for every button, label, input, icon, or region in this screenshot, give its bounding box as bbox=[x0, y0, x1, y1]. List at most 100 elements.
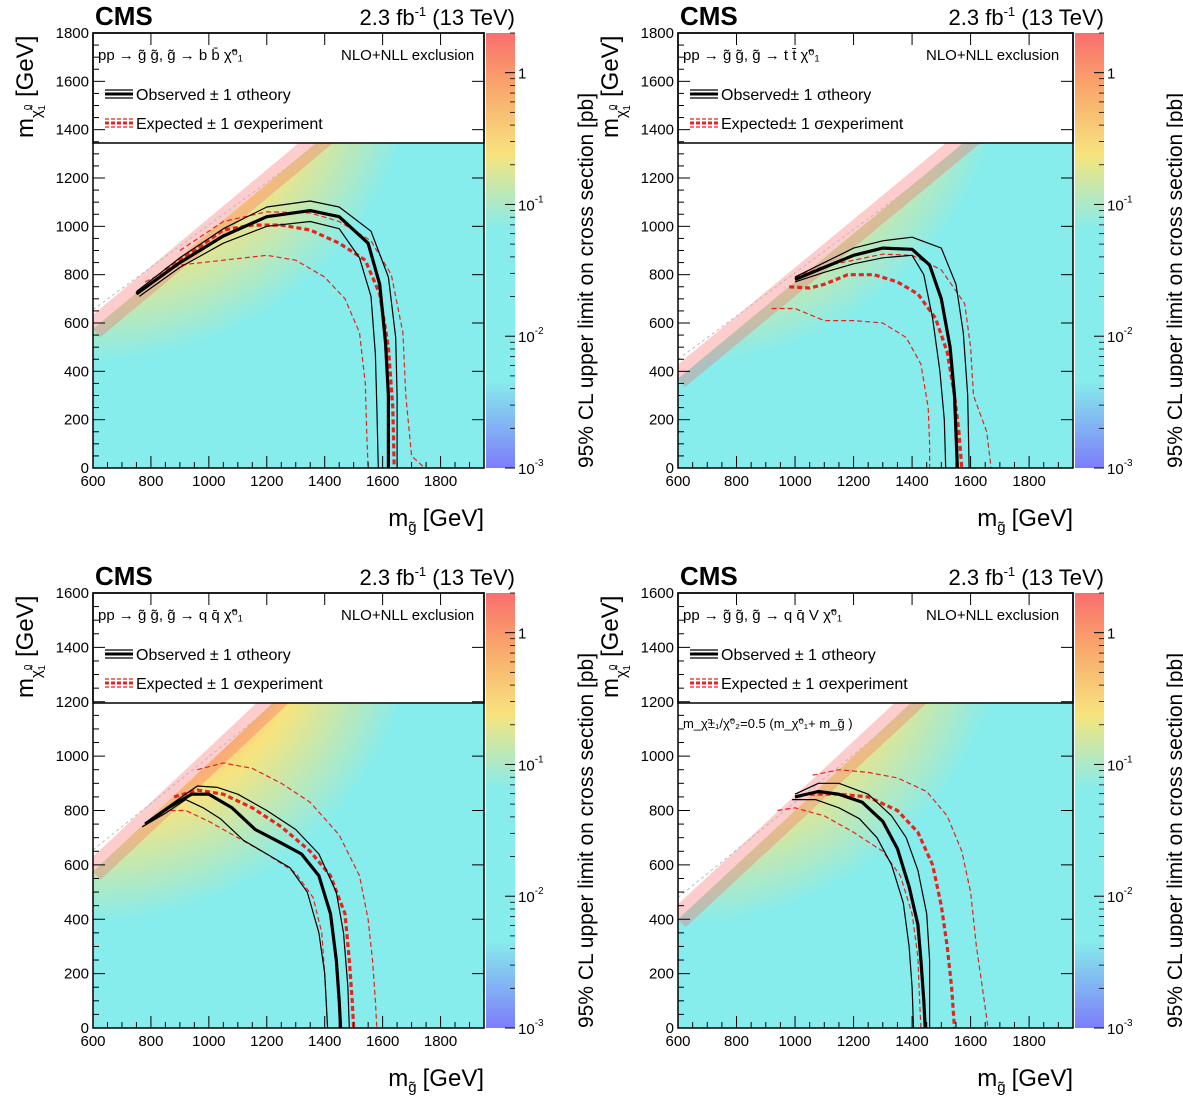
colorbar-title: 95% CL upper limit on cross section [pb] bbox=[575, 653, 598, 1028]
y-title-subsub: 1 bbox=[37, 105, 48, 111]
legend-expected: Expected± 1 σexperiment bbox=[721, 116, 904, 133]
y-tick-label: 200 bbox=[649, 412, 674, 429]
colorbar-tick-label: 10-1 bbox=[518, 754, 544, 774]
observed-contour bbox=[144, 792, 343, 1028]
colorbar-tick-exp: -1 bbox=[1124, 754, 1133, 765]
y-tick-label: 800 bbox=[64, 267, 89, 284]
expected-plus-contour bbox=[179, 211, 426, 468]
x-tick-label: 1200 bbox=[250, 1033, 283, 1050]
y-axis-title: mχ̃0 1[GeV] bbox=[597, 596, 633, 698]
x-tick-label: 1000 bbox=[192, 473, 225, 490]
y-tick-label: 1800 bbox=[56, 25, 89, 42]
y-tick-label: 800 bbox=[649, 803, 674, 820]
y-tick-label: 1000 bbox=[641, 748, 674, 765]
colorbar-tick-base: 10 bbox=[1107, 1021, 1124, 1038]
observed-minus-contour bbox=[141, 798, 329, 1028]
y-tick-label: 1600 bbox=[641, 73, 674, 90]
lumi-energy: (13 TeV) bbox=[1015, 565, 1104, 590]
y-axis-title: mχ̃0 1[GeV] bbox=[597, 36, 633, 138]
colorbar-tick-exp: -3 bbox=[535, 458, 544, 469]
observed-minus-contour bbox=[792, 798, 915, 1028]
chart-panel-4: pp → g̃ g̃, g̃ → q q̄ V χ̃⁰₁ NLO+NLL excl… bbox=[597, 561, 1183, 1096]
x-tick-label: 1800 bbox=[1012, 1033, 1045, 1050]
lumi-exp: -1 bbox=[415, 564, 427, 579]
x-title-unit: [GeV] bbox=[1012, 505, 1073, 532]
lumi-value: 2.3 fb bbox=[949, 5, 1004, 30]
x-title-sub: g̃ bbox=[997, 1079, 1005, 1096]
x-tick-label: 1200 bbox=[250, 473, 283, 490]
x-axis-title: mg̃ [GeV] bbox=[977, 505, 1073, 536]
legend-nlo: NLO+NLL exclusion bbox=[926, 607, 1059, 624]
x-tick-label: 1200 bbox=[837, 1033, 870, 1050]
x-tick-label: 1800 bbox=[1012, 473, 1045, 490]
legend-process: pp → g̃ g̃, g̃ → t t̄ χ̃⁰₁ bbox=[683, 47, 820, 64]
legend-observed: Observed ± 1 σtheory bbox=[136, 87, 291, 104]
y-tick-label: 600 bbox=[649, 857, 674, 874]
y-tick-label: 600 bbox=[64, 857, 89, 874]
y-tick-label: 1200 bbox=[641, 170, 674, 187]
colorbar-tick-base: 10 bbox=[1107, 461, 1124, 478]
lumi-exp: -1 bbox=[1004, 4, 1016, 19]
x-title-m: m bbox=[977, 1065, 997, 1092]
y-title-unit: [GeV] bbox=[12, 36, 39, 97]
experiment-label: CMS bbox=[95, 1, 153, 31]
legend-expected: Expected ± 1 σexperiment bbox=[136, 116, 323, 133]
colorbar-title: 95% CL upper limit on cross section [pb] bbox=[575, 93, 598, 468]
colorbar-tick-base: 10 bbox=[518, 329, 535, 346]
colorbar-tick-label: 10-3 bbox=[1107, 1018, 1133, 1038]
colorbar-tick-base: 10 bbox=[1107, 329, 1124, 346]
y-tick-label: 0 bbox=[666, 1020, 674, 1037]
colorbar-tick-label: 10-3 bbox=[518, 1018, 544, 1038]
expected-contour bbox=[809, 792, 957, 1028]
y-tick-label: 1000 bbox=[56, 748, 89, 765]
y-tick-label: 800 bbox=[64, 803, 89, 820]
y-tick-label: 1400 bbox=[56, 122, 89, 139]
lumi-value: 2.3 fb bbox=[360, 5, 415, 30]
y-title-subsub: 1 bbox=[622, 105, 633, 111]
y-tick-label: 200 bbox=[64, 412, 89, 429]
colorbar-tick-base: 1 bbox=[1107, 626, 1115, 643]
colorbar-tick-base: 10 bbox=[1107, 889, 1124, 906]
y-tick-label: 1600 bbox=[641, 585, 674, 602]
legend-box bbox=[92, 592, 485, 704]
y-tick-label: 400 bbox=[64, 363, 89, 380]
y-tick-label: 400 bbox=[649, 911, 674, 928]
legend-box bbox=[92, 32, 485, 144]
y-tick-label: 400 bbox=[649, 363, 674, 380]
x-axis-title: mg̃ [GeV] bbox=[388, 1065, 484, 1096]
colorbar-tick-exp: -2 bbox=[535, 886, 544, 897]
x-tick-label: 1000 bbox=[778, 1033, 811, 1050]
observed-minus-contour bbox=[794, 254, 947, 468]
y-title-m: m bbox=[12, 118, 39, 138]
x-title-unit: [GeV] bbox=[423, 1065, 484, 1092]
y-tick-label: 600 bbox=[64, 315, 89, 332]
observed-plus-contour bbox=[794, 782, 931, 1028]
colorbar-tick-label: 10-1 bbox=[1107, 194, 1133, 214]
y-title-unit: [GeV] bbox=[597, 596, 624, 657]
y-tick-label: 1200 bbox=[56, 170, 89, 187]
colorbar-tick-base: 10 bbox=[518, 757, 535, 774]
observed-contour bbox=[794, 246, 959, 468]
colorbar-tick-base: 1 bbox=[518, 626, 526, 643]
y-tick-label: 200 bbox=[649, 966, 674, 983]
y-tick-label: 1000 bbox=[641, 218, 674, 235]
y-tick-label: 1600 bbox=[56, 585, 89, 602]
colorbar-tick-base: 10 bbox=[518, 197, 535, 214]
colorbar-tick-exp: -3 bbox=[1124, 1018, 1133, 1029]
legend-expected: Expected ± 1 σexperiment bbox=[721, 676, 908, 693]
expected-plus-contour bbox=[794, 253, 992, 468]
lumi-label: 2.3 fb-1 (13 TeV) bbox=[360, 564, 515, 590]
lumi-energy: (13 TeV) bbox=[426, 5, 515, 30]
colorbar-tick-base: 1 bbox=[1107, 66, 1115, 83]
colorbar-tick-exp: -2 bbox=[1124, 886, 1133, 897]
x-tick-label: 600 bbox=[80, 473, 105, 490]
x-tick-label: 1600 bbox=[954, 473, 987, 490]
y-title-m: m bbox=[597, 118, 624, 138]
observed-minus-contour bbox=[138, 220, 379, 468]
colorbar-title: 95% CL upper limit on cross section [pb] bbox=[1164, 93, 1183, 468]
lumi-exp: -1 bbox=[1004, 564, 1016, 579]
x-title-m: m bbox=[977, 505, 997, 532]
colorbar-tick-base: 10 bbox=[518, 461, 535, 478]
lumi-value: 2.3 fb bbox=[949, 565, 1004, 590]
colorbar-tick-exp: -2 bbox=[535, 326, 544, 337]
